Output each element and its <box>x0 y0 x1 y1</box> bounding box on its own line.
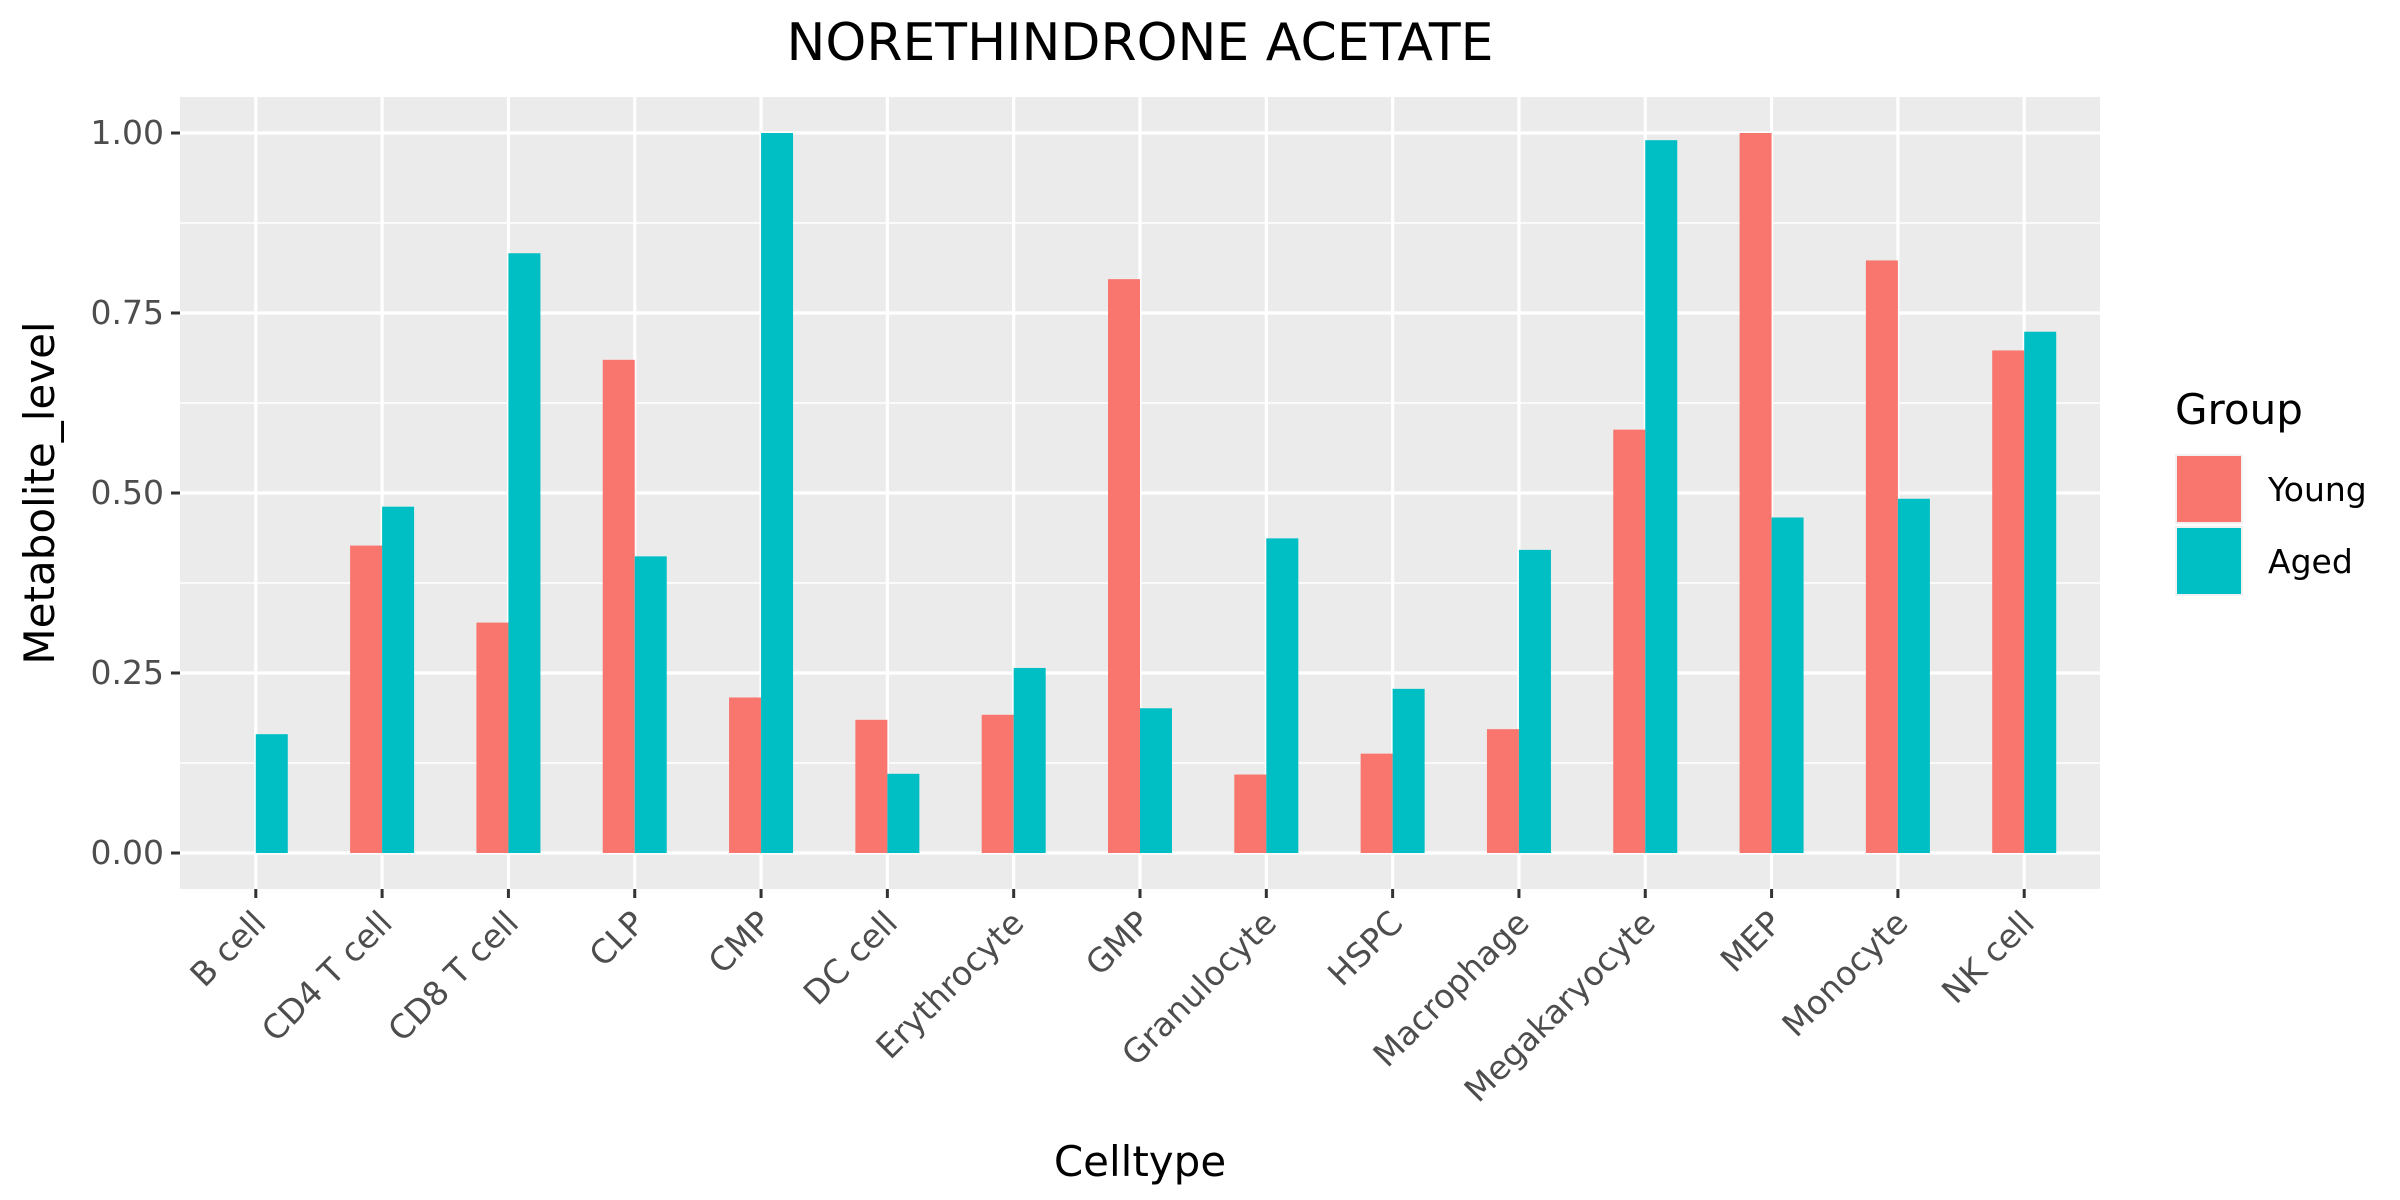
bar-young <box>1992 350 2025 853</box>
bar-young <box>1108 279 1140 853</box>
bar-young <box>476 622 509 853</box>
bar-young <box>1865 260 1898 853</box>
bar-aged <box>1771 517 1804 853</box>
bar-aged <box>1013 667 1046 853</box>
x-tick-label: GMP <box>1078 903 1158 983</box>
x-tick-label: NK cell <box>1934 903 2042 1011</box>
y-tick-label: 1.00 <box>91 113 164 152</box>
legend-label-aged: Aged <box>2268 542 2353 581</box>
bar-aged <box>634 556 667 853</box>
x-tick-label: Monocyte <box>1774 903 1915 1044</box>
bars <box>255 133 2057 854</box>
y-tick-label: 0.25 <box>91 653 164 692</box>
x-tick-label: HSPC <box>1320 903 1410 993</box>
bar-young <box>1360 753 1393 853</box>
y-axis-title: Metabolite_level <box>15 321 64 664</box>
bar-aged <box>1140 708 1172 853</box>
x-axis-title: Celltype <box>1054 1137 1226 1186</box>
bar-aged <box>887 773 920 853</box>
x-tick-label: CD4 T cell <box>254 903 400 1049</box>
x-tick-label: MEP <box>1713 903 1790 980</box>
bar-young <box>729 697 762 853</box>
y-tick-label: 0.50 <box>91 473 164 512</box>
bar-aged <box>255 734 288 853</box>
bar-aged <box>508 253 541 854</box>
x-tick-label: B cell <box>182 903 273 994</box>
bar-aged <box>382 506 415 853</box>
legend-title: Group <box>2175 385 2303 434</box>
legend-label-young: Young <box>2267 470 2367 509</box>
bar-young <box>981 714 1014 853</box>
x-tick-label: CMP <box>701 903 779 981</box>
bar-young <box>350 545 383 853</box>
x-tick-label: DC cell <box>796 903 905 1012</box>
y-tick-label: 0.00 <box>91 833 164 872</box>
bar-young <box>1234 774 1267 853</box>
x-tick-label: CLP <box>581 903 652 974</box>
bar-aged <box>761 133 794 853</box>
bar-aged <box>1897 498 1930 853</box>
chart-title: NORETHINDRONE ACETATE <box>786 13 1493 73</box>
x-tick-label: CD8 T cell <box>380 903 526 1049</box>
bar-young <box>602 359 635 853</box>
bar-young <box>855 719 888 853</box>
y-tick-label: 0.75 <box>91 293 164 332</box>
bar-young <box>1613 429 1646 853</box>
bar-aged <box>1518 549 1551 853</box>
legend: Group Young Aged <box>2175 385 2367 596</box>
bar-aged <box>2024 331 2057 854</box>
legend-swatch-aged <box>2177 528 2241 594</box>
bar-aged <box>1645 140 1678 853</box>
bar-aged <box>1392 688 1425 853</box>
legend-swatch-young <box>2177 456 2241 522</box>
y-axis: 0.00 0.25 0.50 0.75 1.00 <box>91 113 180 872</box>
bar-young <box>1739 133 1772 853</box>
bar-aged <box>1266 538 1299 853</box>
bar-young <box>1486 729 1519 853</box>
